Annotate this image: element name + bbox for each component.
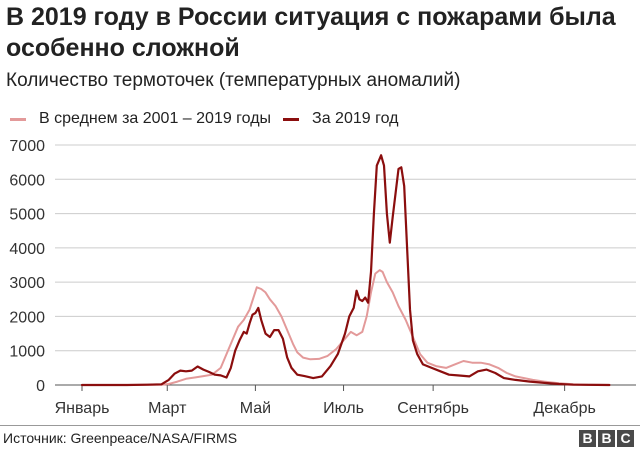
x-tick-label: Март [148, 400, 187, 417]
series-average-line [81, 269, 611, 386]
footer-divider [0, 425, 640, 426]
x-tick-label: Январь [55, 400, 110, 417]
y-tick-label: 7000 [9, 138, 45, 155]
legend-item-2019: За 2019 год [283, 110, 398, 128]
y-tick-label: 6000 [9, 172, 45, 189]
chart-title: В 2019 году в России ситуация с пожарами… [6, 3, 616, 62]
bbc-logo-letter: B [579, 430, 596, 447]
y-tick-label: 3000 [9, 275, 45, 292]
bbc-logo-letter: C [617, 430, 634, 447]
series-lines [80, 154, 611, 387]
y-tick-label: 0 [36, 378, 45, 395]
y-tick-label: 2000 [9, 309, 45, 326]
line-chart: 0 1000 2000 3000 4000 5000 6000 7000 Январь Март… [9, 138, 636, 417]
legend-label-2019: За 2019 год [312, 110, 399, 127]
y-axis: 0 1000 2000 3000 4000 5000 6000 7000 [9, 138, 45, 395]
x-tick-label: Июль [323, 400, 364, 417]
legend-swatch-average [10, 117, 26, 121]
x-tick-label: Сентябрь [397, 400, 469, 417]
y-tick-label: 4000 [9, 241, 45, 258]
legend-label-average: В среднем за 2001 – 2019 годы [39, 110, 272, 127]
legend-swatch-2019 [283, 117, 300, 121]
source-note: Источник: Greenpeace/NASA/FIRMS [3, 430, 238, 446]
x-tick-label: Декабрь [533, 400, 595, 417]
x-axis: Январь Март Май Июль Сентябрь Декабрь [55, 384, 636, 417]
series-2019-line [80, 154, 611, 387]
bbc-logo: B B C [579, 430, 634, 447]
bbc-logo-letter: B [598, 430, 615, 447]
y-tick-label: 1000 [9, 344, 45, 361]
legend: В среднем за 2001 – 2019 годы За 2019 го… [10, 110, 410, 128]
x-tick-label: Май [240, 400, 271, 417]
gridlines [55, 144, 636, 352]
y-tick-label: 5000 [9, 207, 45, 224]
chart-subtitle: Количество термоточек (температурных ано… [6, 70, 461, 91]
legend-item-average: В среднем за 2001 – 2019 годы [10, 110, 271, 128]
